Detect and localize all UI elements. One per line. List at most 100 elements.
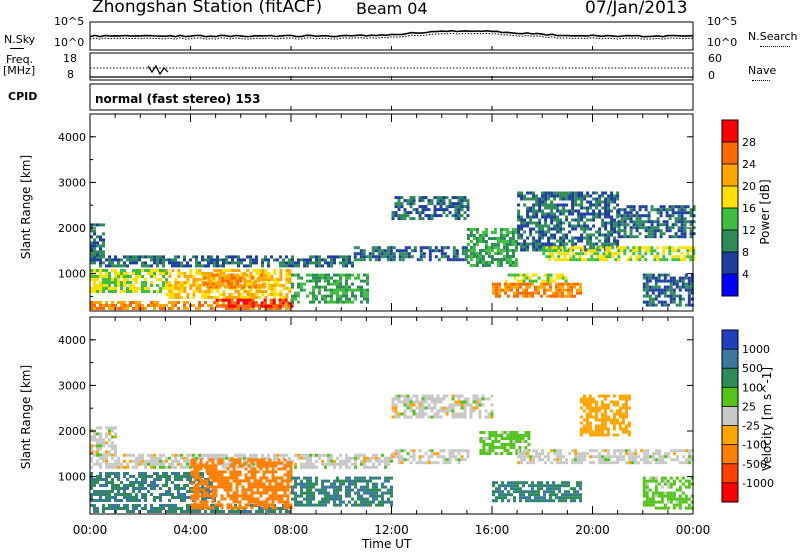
heatmap-cell [605,246,609,250]
heatmap-cell [192,255,195,259]
heatmap-cell [123,453,126,457]
heatmap-cell [650,226,654,230]
heatmap-cell [348,456,351,460]
heatmap-cell [519,481,522,485]
heatmap-cell [500,437,504,440]
heatmap-cell [289,464,293,468]
heatmap-cell [99,478,102,481]
heatmap-cell [679,461,683,465]
heatmap-cell [594,418,598,422]
heatmap-cell [102,253,105,257]
heatmap-cell [543,496,546,500]
heatmap-cell [616,203,620,207]
heatmap-cell [442,449,446,453]
heatmap-cell [520,215,524,219]
heatmap-cell [246,296,250,299]
heatmap-cell [409,196,413,200]
heatmap-cell [442,458,446,462]
heatmap-cell [581,246,585,250]
heatmap-cell [177,462,180,466]
heatmap-cell [277,494,281,498]
heatmap-cell [274,476,278,480]
heatmap-cell [629,249,633,253]
heatmap-cell [624,430,628,434]
heatmap-cell [579,493,582,497]
heatmap-cell [261,281,265,284]
heatmap-cell [261,453,264,457]
heatmap-cell [654,303,658,307]
heatmap-cell [141,261,144,265]
heatmap-cell [540,484,543,488]
heatmap-cell [511,231,515,234]
heatmap-cell [218,285,222,289]
heatmap-cell [198,264,201,268]
heatmap-cell [150,453,153,457]
heatmap-cell [229,482,233,486]
heatmap-cell [261,264,264,268]
heatmap-cell [233,273,237,277]
heatmap-cell [321,297,324,301]
heatmap-cell [342,300,345,304]
heatmap-cell [498,285,501,289]
heatmap-cell [575,246,579,250]
heatmap-cell [306,462,309,466]
heatmap-cell [105,459,108,463]
heatmap-cell [230,276,234,280]
heatmap-cell [532,458,536,462]
heatmap-cell [114,493,117,496]
heatmap-cell [656,258,660,262]
heatmap-cell [497,440,501,443]
heatmap-cell [196,467,200,471]
heatmap-cell [318,488,321,492]
heatmap-cell [669,291,673,295]
heatmap-cell [663,288,667,292]
heatmap-cell [276,278,280,281]
heatmap-cell [514,249,518,252]
heatmap-cell [427,461,431,465]
heatmap-cell [99,472,102,475]
heatmap-cell [247,482,251,486]
heatmap-cell [463,199,467,203]
heatmap-cell [99,238,102,242]
heatmap-cell [610,221,614,225]
heatmap-cell [180,264,183,268]
heatmap-cell [129,493,132,496]
heatmap-cell [475,403,479,407]
heatmap-cell [212,282,216,286]
heatmap-cell [249,456,252,460]
heatmap-cell [345,300,348,304]
heatmap-cell [180,487,183,490]
heatmap-cell [500,431,504,434]
heatmap-cell [571,248,575,252]
heatmap-cell [567,484,570,488]
heatmap-cell [243,281,247,284]
heatmap-cell [668,229,672,233]
heatmap-cell [523,203,527,207]
heatmap-cell [168,296,172,299]
heatmap-cell [291,485,294,489]
heatmap-cell [268,503,272,507]
heatmap-cell [544,215,548,219]
heatmap-cell [249,296,253,299]
heatmap-cell [451,202,455,206]
heatmap-cell [513,285,516,289]
heatmap-cell [217,458,221,462]
heatmap-cell [632,214,636,218]
heatmap-cell [90,269,93,272]
heatmap-cell [481,237,485,240]
heatmap-cell [264,272,268,275]
heatmap-cell [529,227,533,231]
heatmap-cell [535,452,539,456]
heatmap-cell [682,461,686,465]
heatmap-cell [597,409,601,413]
heatmap-cell [466,228,470,231]
heatmap-cell [153,269,156,272]
heatmap-cell [624,415,628,419]
heatmap-cell [383,252,387,256]
heatmap-cell [377,258,381,262]
heatmap-cell [606,394,610,398]
heatmap-cell [454,400,458,404]
heatmap-cell [105,453,108,457]
heatmap-cell [586,452,590,456]
heatmap-cell [513,499,516,503]
